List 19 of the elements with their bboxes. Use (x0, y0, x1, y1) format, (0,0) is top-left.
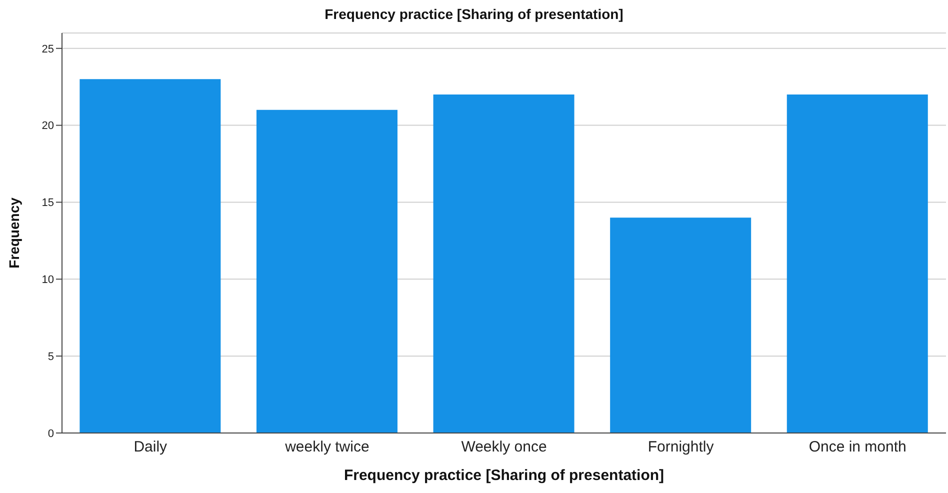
y-tick-label: 25 (42, 43, 54, 56)
x-tick-label: Daily (134, 438, 168, 456)
x-tick-label: Once in month (808, 438, 906, 456)
y-tick-label: 0 (48, 428, 54, 440)
x-tick-label: Weekly once (461, 438, 547, 456)
bar (256, 110, 398, 433)
x-tick-label: Fornightly (648, 438, 714, 456)
y-tick-label: 20 (42, 120, 54, 132)
x-tick-label: weekly twice (284, 438, 370, 456)
bar (786, 94, 928, 433)
bar (80, 79, 221, 433)
y-axis-title: Frequency (6, 197, 22, 268)
y-tick-label: 5 (48, 350, 54, 363)
bar (610, 218, 752, 433)
y-tick-label: 10 (42, 274, 54, 286)
bar (433, 94, 574, 433)
x-axis-title: Frequency practice [Sharing of presentation] (344, 467, 664, 484)
chart-title: Frequency practice [Sharing of presentation] (324, 6, 624, 22)
y-tick-label: 15 (42, 197, 54, 210)
